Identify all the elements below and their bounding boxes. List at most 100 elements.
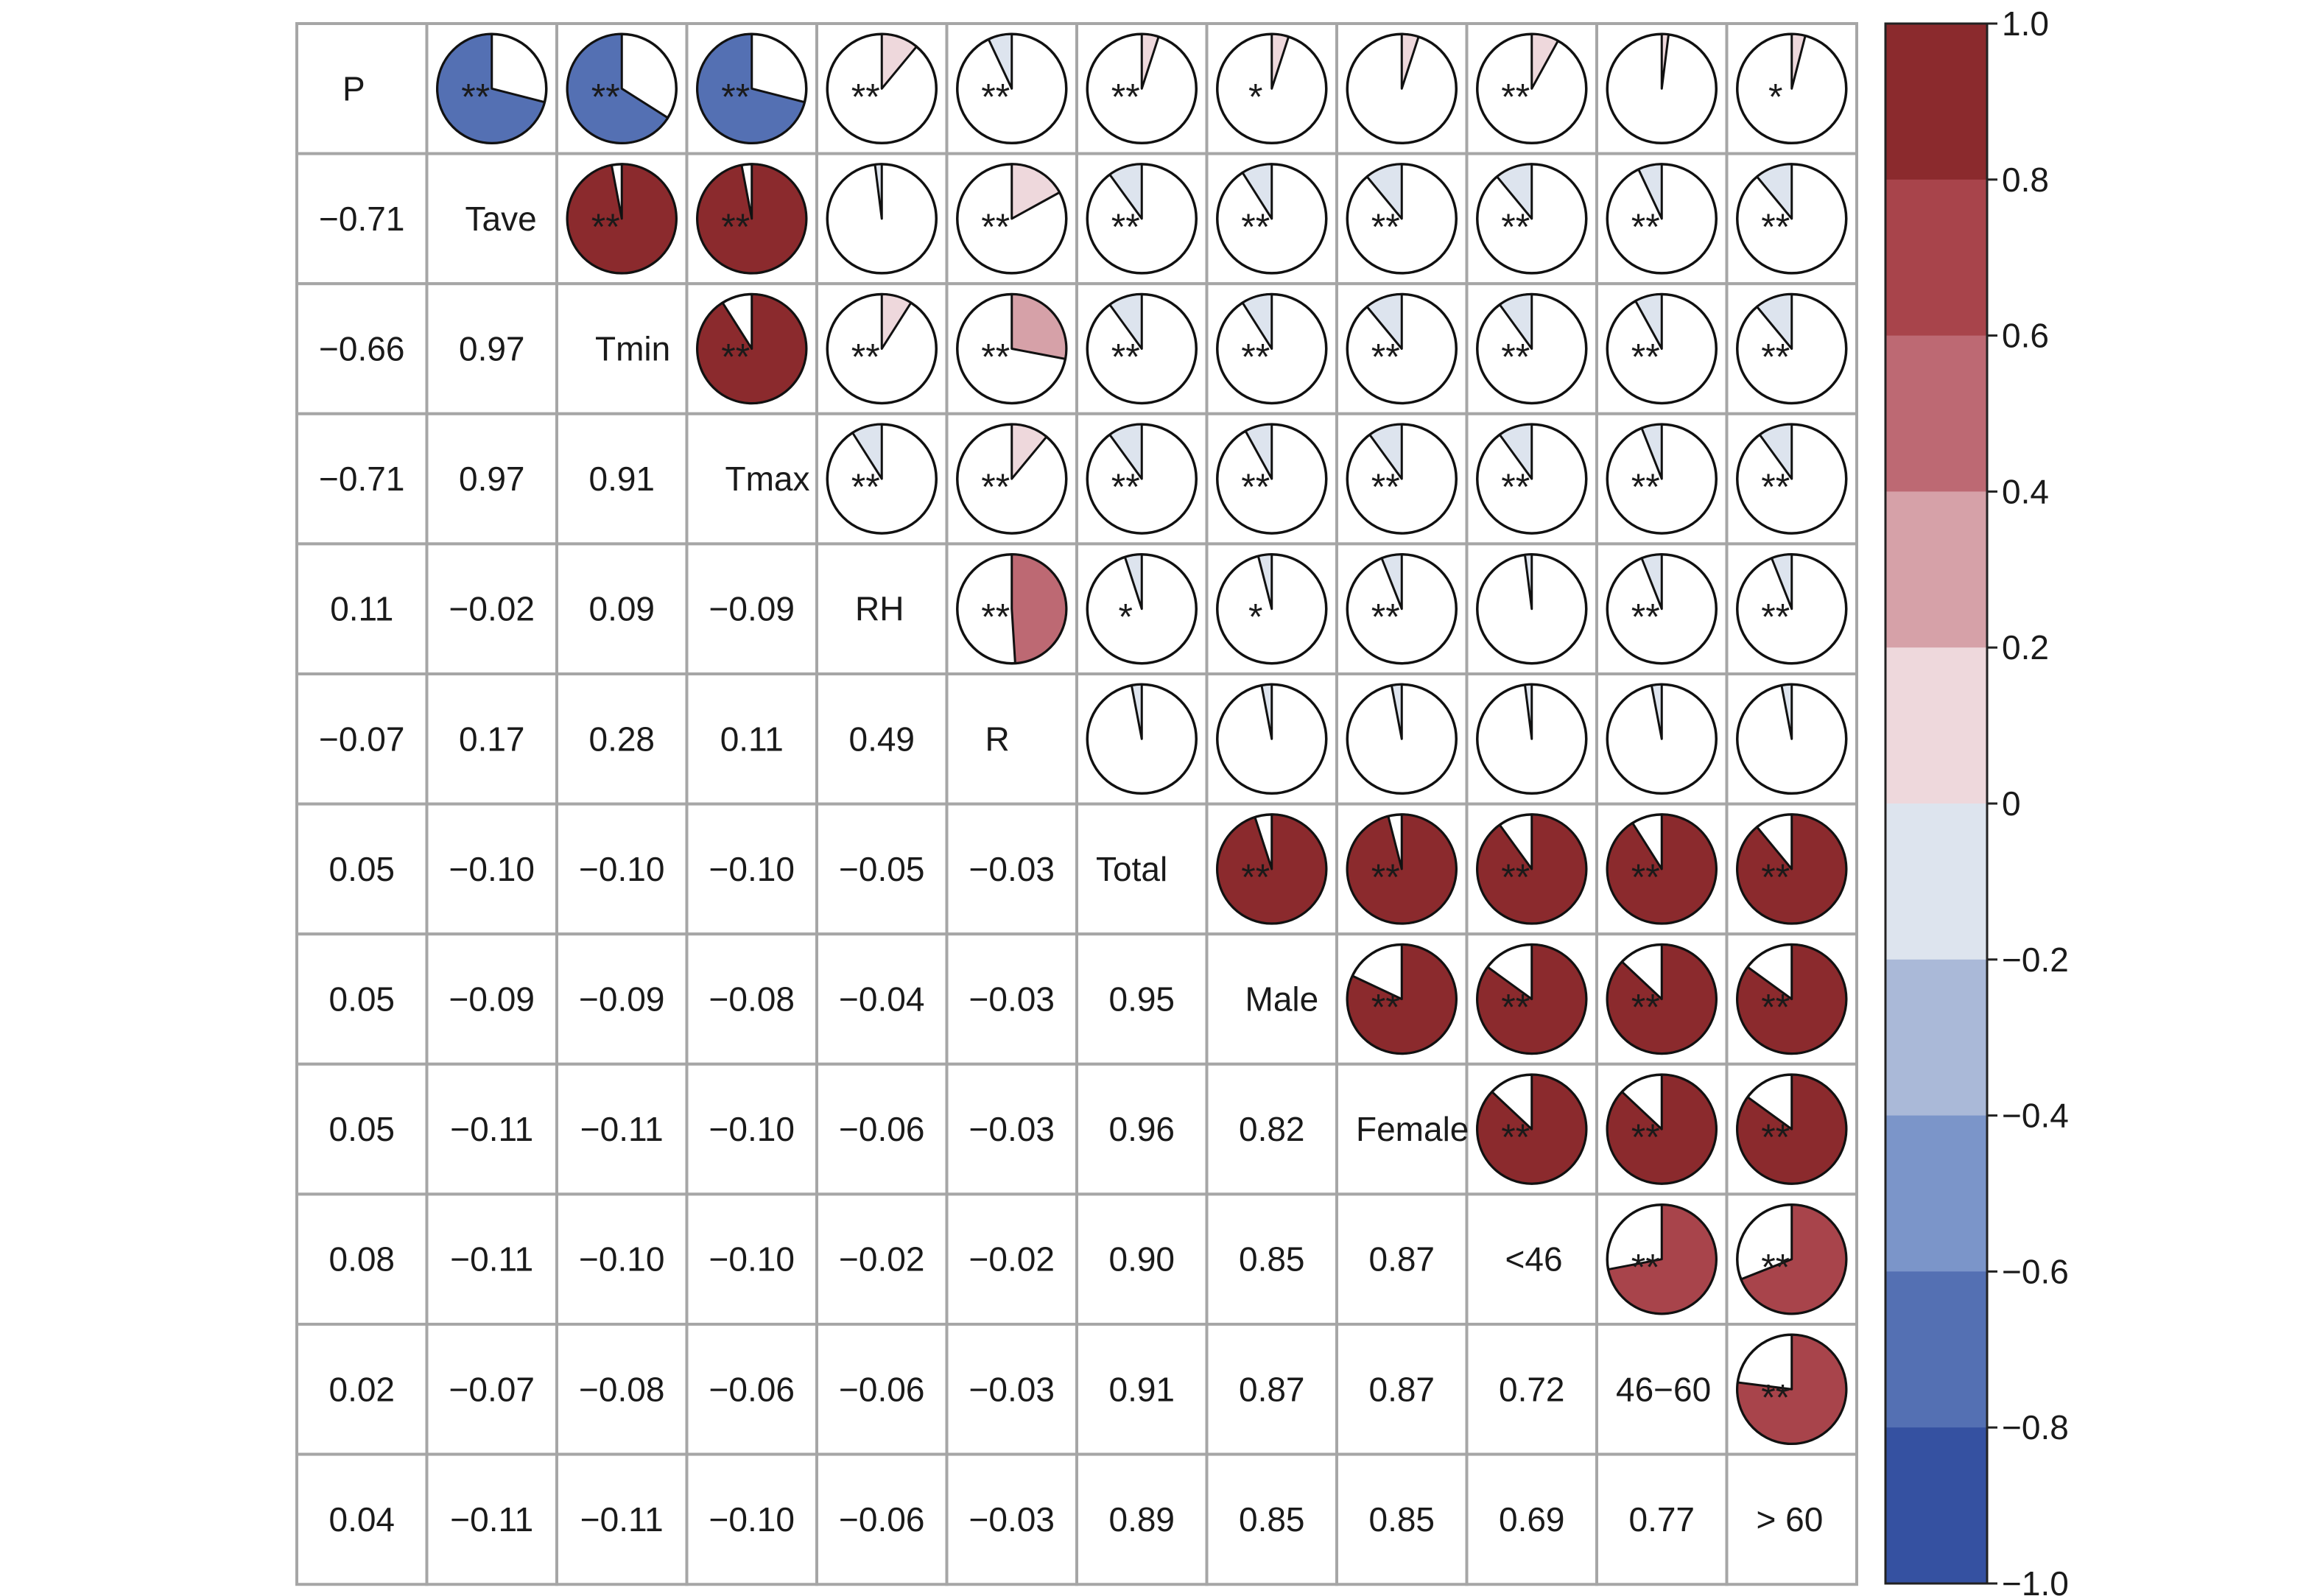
matrix-cell xyxy=(1075,1062,1209,1196)
matrix-cell xyxy=(685,412,818,546)
pie-glyph: ** xyxy=(1476,292,1588,405)
pie-glyph: ** xyxy=(1086,292,1198,405)
pie-glyph xyxy=(1606,32,1718,145)
matrix-cell xyxy=(1595,1452,1729,1586)
coefficient-label: −0.11 xyxy=(450,1240,533,1279)
pie-slice xyxy=(1498,293,1533,350)
pie-slice xyxy=(1650,683,1663,740)
pie-glyph: ** xyxy=(1216,813,1328,925)
variable-label: Tmin xyxy=(595,330,670,368)
pie-glyph: ** xyxy=(1606,813,1718,925)
pie-slice xyxy=(1736,813,1848,925)
pie-glyph xyxy=(1736,683,1848,795)
coefficient-label: 0.91 xyxy=(588,460,655,498)
pie-glyph: ** xyxy=(956,163,1068,275)
matrix-cell xyxy=(425,1323,558,1456)
pie-slice xyxy=(1270,32,1290,90)
pie-slice xyxy=(1640,423,1663,480)
pie-slice xyxy=(1108,423,1143,480)
colorbar-segment xyxy=(1885,491,1987,648)
coefficient-label: −0.03 xyxy=(969,1370,1055,1408)
significance-marker: ** xyxy=(1371,206,1400,247)
significance-marker: ** xyxy=(1761,1247,1790,1288)
coefficient-label: 0.05 xyxy=(328,1110,395,1148)
coefficient-label: 0.28 xyxy=(588,720,655,758)
pie-glyph: ** xyxy=(1346,813,1458,925)
matrix-cell xyxy=(1075,1452,1209,1586)
pie-slice xyxy=(1130,683,1143,740)
pie-slice xyxy=(1736,943,1848,1055)
coefficient-label: 0.97 xyxy=(459,330,525,368)
pie-glyph: ** xyxy=(1346,552,1458,665)
matrix-cell xyxy=(295,1192,429,1326)
matrix-cell xyxy=(425,542,558,676)
pie-glyph: ** xyxy=(826,423,938,535)
coefficient-label: −0.02 xyxy=(969,1240,1055,1279)
pie-slice xyxy=(1346,813,1458,925)
pie-glyph: ** xyxy=(696,163,808,275)
significance-marker: ** xyxy=(1241,337,1270,378)
coefficient-label: −0.02 xyxy=(839,1240,924,1279)
coefficient-label: 0.11 xyxy=(330,590,393,628)
pie-slice xyxy=(1606,813,1718,925)
pie-glyph: ** xyxy=(1476,813,1588,925)
coefficient-label: −0.11 xyxy=(580,1500,664,1539)
pie-glyph xyxy=(1476,552,1588,665)
pie-glyph xyxy=(1086,683,1198,795)
matrix-cell xyxy=(1335,1323,1469,1456)
coefficient-label: 0.04 xyxy=(328,1500,395,1539)
significance-marker: ** xyxy=(1111,206,1140,247)
pie-slice xyxy=(1736,1333,1848,1445)
pie-glyph: ** xyxy=(436,32,548,145)
coefficient-label: 0.17 xyxy=(459,720,525,758)
pie-slice xyxy=(880,293,913,350)
coefficient-label: −0.03 xyxy=(969,1500,1055,1539)
matrix-cell xyxy=(945,1192,1078,1326)
pie-slice xyxy=(1476,1073,1588,1185)
pie-glyph: ** xyxy=(956,552,1068,665)
significance-marker: ** xyxy=(1631,1117,1660,1158)
significance-marker: ** xyxy=(591,76,620,117)
pie-glyph: ** xyxy=(1736,813,1848,925)
pie-glyph: ** xyxy=(1736,1333,1848,1446)
pie-glyph: * xyxy=(1086,552,1198,665)
pie-glyph: ** xyxy=(956,423,1068,535)
pie-glyph: ** xyxy=(1346,163,1458,275)
coefficient-label: 0.02 xyxy=(328,1370,395,1408)
coefficient-label: 0.89 xyxy=(1108,1500,1175,1539)
significance-marker: ** xyxy=(721,76,750,117)
matrix-cell xyxy=(295,412,429,546)
pie-glyph: ** xyxy=(1476,163,1588,275)
pie-glyph: ** xyxy=(826,32,938,145)
coefficient-label: −0.05 xyxy=(839,850,924,888)
matrix-cell xyxy=(685,1452,818,1586)
pie-slice xyxy=(1523,553,1533,611)
significance-marker: ** xyxy=(1111,76,1140,117)
matrix-cell xyxy=(1205,1192,1338,1326)
matrix-cell xyxy=(815,802,949,936)
coefficient-label: −0.09 xyxy=(579,980,664,1019)
matrix-cell xyxy=(425,932,558,1066)
significance-marker: ** xyxy=(981,337,1010,378)
coefficient-label: 0.91 xyxy=(1108,1370,1175,1408)
pie-slice xyxy=(566,163,678,275)
matrix-cell xyxy=(1205,1323,1338,1456)
matrix-cells: P ** ** ** ** ** ** * ** *−0.71 Tave ** ** ** ** ** ** **… xyxy=(295,22,1858,1586)
significance-marker: ** xyxy=(1761,466,1790,507)
pie-slice xyxy=(1244,423,1273,480)
significance-marker: ** xyxy=(591,206,620,247)
pie-slice xyxy=(1756,293,1793,350)
matrix-cell xyxy=(1465,1323,1598,1456)
coefficient-label: 0.77 xyxy=(1628,1500,1695,1539)
pie-slice xyxy=(1346,943,1458,1055)
colorbar-segment xyxy=(1885,804,1987,960)
pie-glyph: ** xyxy=(956,32,1068,145)
coefficient-label: 0.69 xyxy=(1499,1500,1565,1539)
coefficient-label: −0.10 xyxy=(449,850,535,888)
pie-glyph: ** xyxy=(1736,423,1848,535)
colorbar-segment xyxy=(1885,1271,1987,1428)
matrix-cell xyxy=(555,282,689,415)
coefficient-label: −0.08 xyxy=(579,1370,664,1408)
matrix-cell xyxy=(555,412,689,546)
